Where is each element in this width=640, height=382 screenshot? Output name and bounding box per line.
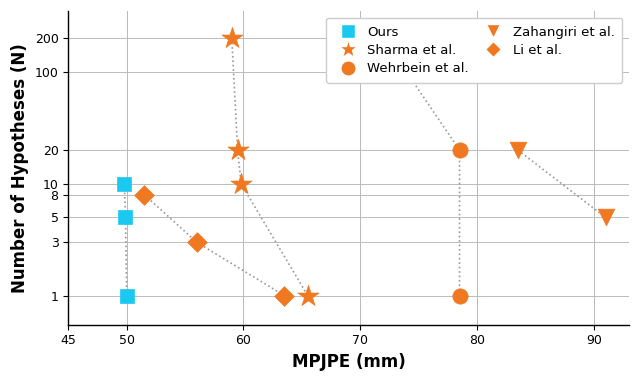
Point xyxy=(378,35,388,41)
Legend: Ours, Sharma et al., Wehrbein et al., Zahangiri et al., Li et al.: Ours, Sharma et al., Wehrbein et al., Za… xyxy=(326,18,622,83)
Point xyxy=(454,147,465,153)
Point xyxy=(191,239,202,245)
Point xyxy=(279,293,289,299)
Point xyxy=(303,293,313,299)
Point xyxy=(600,214,611,220)
Y-axis label: Number of Hypotheses (N): Number of Hypotheses (N) xyxy=(11,43,29,293)
Point xyxy=(232,147,243,153)
Point xyxy=(120,214,131,220)
Point xyxy=(454,293,465,299)
Point xyxy=(139,191,149,197)
X-axis label: MPJPE (mm): MPJPE (mm) xyxy=(292,353,406,371)
Point xyxy=(227,35,237,41)
Point xyxy=(236,181,246,187)
Point xyxy=(122,293,132,299)
Point xyxy=(119,181,129,187)
Point xyxy=(513,147,523,153)
